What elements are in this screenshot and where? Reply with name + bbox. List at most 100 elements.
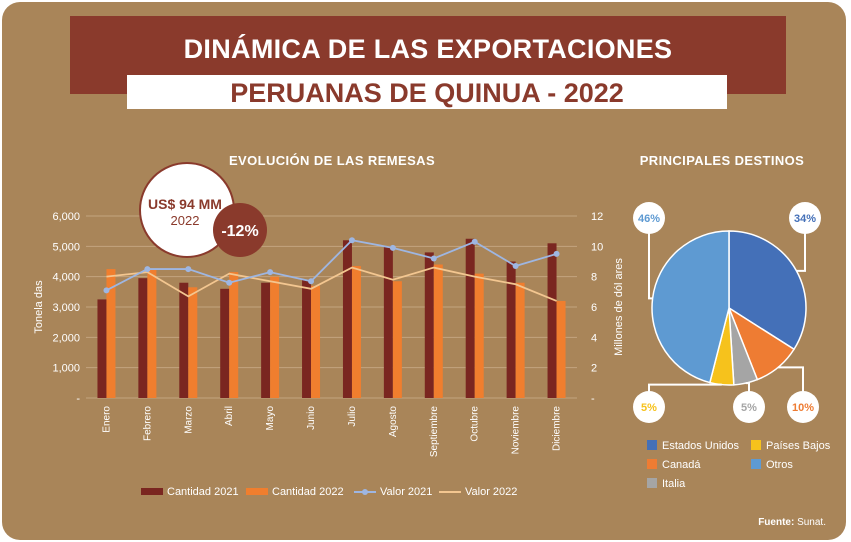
y-axis-label: Tonela das xyxy=(33,280,45,334)
pie-legend-label: Italia xyxy=(662,478,686,490)
bar-cantidad-2021 xyxy=(261,282,271,398)
bar-cantidad-2022 xyxy=(147,269,157,398)
y2-tick-label: 8 xyxy=(591,272,597,284)
y2-tick-label: 6 xyxy=(591,302,597,314)
pie-label-badge xyxy=(733,391,765,423)
y-axis-ticks: - 1,000 2,000 3,000 4,000 5,000 6,000 - 2 4 6 8 10 12 xyxy=(52,211,603,405)
pie-legend-label: Países Bajos xyxy=(766,440,831,452)
source-value: Sunat. xyxy=(797,517,826,528)
swatch-paises-bajos xyxy=(751,440,761,450)
pie-label-badge xyxy=(787,391,819,423)
y2-tick-label: - xyxy=(591,393,595,405)
pie-legend-italia: Italia xyxy=(647,478,685,490)
y-tick-label: 6,000 xyxy=(52,211,80,223)
bar-cantidad-2021 xyxy=(302,279,312,398)
pie-legend-canada: Canadá xyxy=(647,459,701,471)
point-valor-2021 xyxy=(471,238,478,245)
x-tick-label: Agosto xyxy=(388,406,399,438)
pie-chart xyxy=(651,230,807,386)
point-valor-2021 xyxy=(226,279,233,286)
bar-cantidad-2022 xyxy=(556,300,566,398)
source-note: Fuente: Sunat. xyxy=(758,517,826,528)
line-valor-2021 xyxy=(106,239,557,292)
subtitle-box: PERUANAS DE QUINUA - 2022 xyxy=(127,75,727,109)
point-valor-2021 xyxy=(348,237,355,244)
pie-legend-otros: Otros xyxy=(751,459,793,471)
callout-change-circle xyxy=(213,203,267,257)
pie-label-text: 46% xyxy=(638,213,660,225)
swatch-canada xyxy=(647,459,657,469)
x-tick-label: Febrero xyxy=(142,406,153,441)
x-tick-label: Mayo xyxy=(265,406,276,431)
bar-cantidad-2022 xyxy=(392,281,402,398)
pie-label-text: 5% xyxy=(741,402,757,414)
pie-legend-label: Canadá xyxy=(662,459,701,471)
callout-value: US$ 94 MM xyxy=(148,196,222,212)
callout-year: 2022 xyxy=(171,213,200,228)
bar-cantidad-2021 xyxy=(465,238,475,398)
point-valor-2021 xyxy=(512,263,519,270)
pie-label-badge xyxy=(633,391,665,423)
pie-legend-label: Otros xyxy=(766,459,793,471)
y2-tick-label: 10 xyxy=(591,241,603,253)
pie-leader-line xyxy=(648,218,653,300)
pie-legend-estados-unidos: Estados Unidos xyxy=(647,440,739,452)
y-tick-label: 3,000 xyxy=(52,302,80,314)
bar-cantidad-2022 xyxy=(351,266,361,398)
bar-cantidad-2021 xyxy=(138,278,148,398)
bar-cantidad-2022 xyxy=(311,285,321,398)
pie-labels: 34% 10% 5% 5% 46% xyxy=(633,202,821,423)
legend-swatch-cantidad-2021 xyxy=(141,488,163,495)
x-axis-ticks: Enero Febrero Marzo Abril Mayo Junio Julio Agos… xyxy=(101,406,562,458)
legend-label-cantidad-2021: Cantidad 2021 xyxy=(167,486,239,498)
x-tick-label: Abril xyxy=(224,406,235,426)
pie-label-text: 10% xyxy=(792,402,814,414)
bar-cantidad-2021 xyxy=(179,282,189,398)
x-tick-label: Julio xyxy=(347,406,358,427)
swatch-estados-unidos xyxy=(647,440,657,450)
y2-tick-label: 2 xyxy=(591,363,597,375)
bar-cantidad-2021 xyxy=(383,246,393,398)
legend-swatch-cantidad-2022 xyxy=(246,488,268,495)
bar-cantidad-2022 xyxy=(106,269,116,398)
pie-legend-paises-bajos: Países Bajos xyxy=(751,440,830,452)
pie-label-text: 34% xyxy=(794,213,816,225)
bar-cantidad-2022 xyxy=(229,272,239,398)
x-tick-label: Enero xyxy=(101,406,112,433)
bar-cantidad-2022 xyxy=(515,282,525,398)
x-tick-label: Octubre xyxy=(470,406,481,442)
pie-label-text: 5% xyxy=(641,402,657,414)
point-valor-2021 xyxy=(308,278,315,285)
pie-slice-otros xyxy=(651,230,730,384)
x-tick-label: Marzo xyxy=(183,406,194,434)
legend-label-valor-2022: Valor 2022 xyxy=(465,486,517,498)
point-valor-2021 xyxy=(389,244,396,251)
y-tick-label: 1,000 xyxy=(52,363,80,375)
destinos-chart-title: PRINCIPALES DESTINOS xyxy=(639,153,805,168)
legend-marker-valor-2021 xyxy=(362,489,368,495)
swatch-italia xyxy=(647,478,657,488)
bar-cantidad-2021 xyxy=(506,261,516,398)
y-tick-label: 5,000 xyxy=(52,241,80,253)
bar-cantidad-2022 xyxy=(270,276,280,398)
line-valor-2022 xyxy=(106,266,557,302)
point-valor-2021 xyxy=(185,266,192,273)
point-valor-2021 xyxy=(430,255,437,262)
y-tick-label: 2,000 xyxy=(52,332,80,344)
y2-tick-label: 12 xyxy=(591,211,603,223)
pie-leader-line xyxy=(796,218,806,272)
legend-label-valor-2021: Valor 2021 xyxy=(380,486,432,498)
remesas-chart-title: EVOLUCIÓN DE LAS REMESAS xyxy=(228,153,436,168)
bar-cantidad-2021 xyxy=(342,240,352,398)
pie-label-badge xyxy=(633,202,665,234)
x-tick-label: Junio xyxy=(306,406,317,430)
bar-cantidad-2022 xyxy=(188,287,198,398)
callout-change: -12% xyxy=(221,223,258,240)
swatch-otros xyxy=(751,459,761,469)
x-tick-label: Septiembre xyxy=(429,406,440,458)
bar-cantidad-2021 xyxy=(97,299,107,398)
source-label: Fuente: xyxy=(758,517,795,528)
pie-label-badge xyxy=(789,202,821,234)
